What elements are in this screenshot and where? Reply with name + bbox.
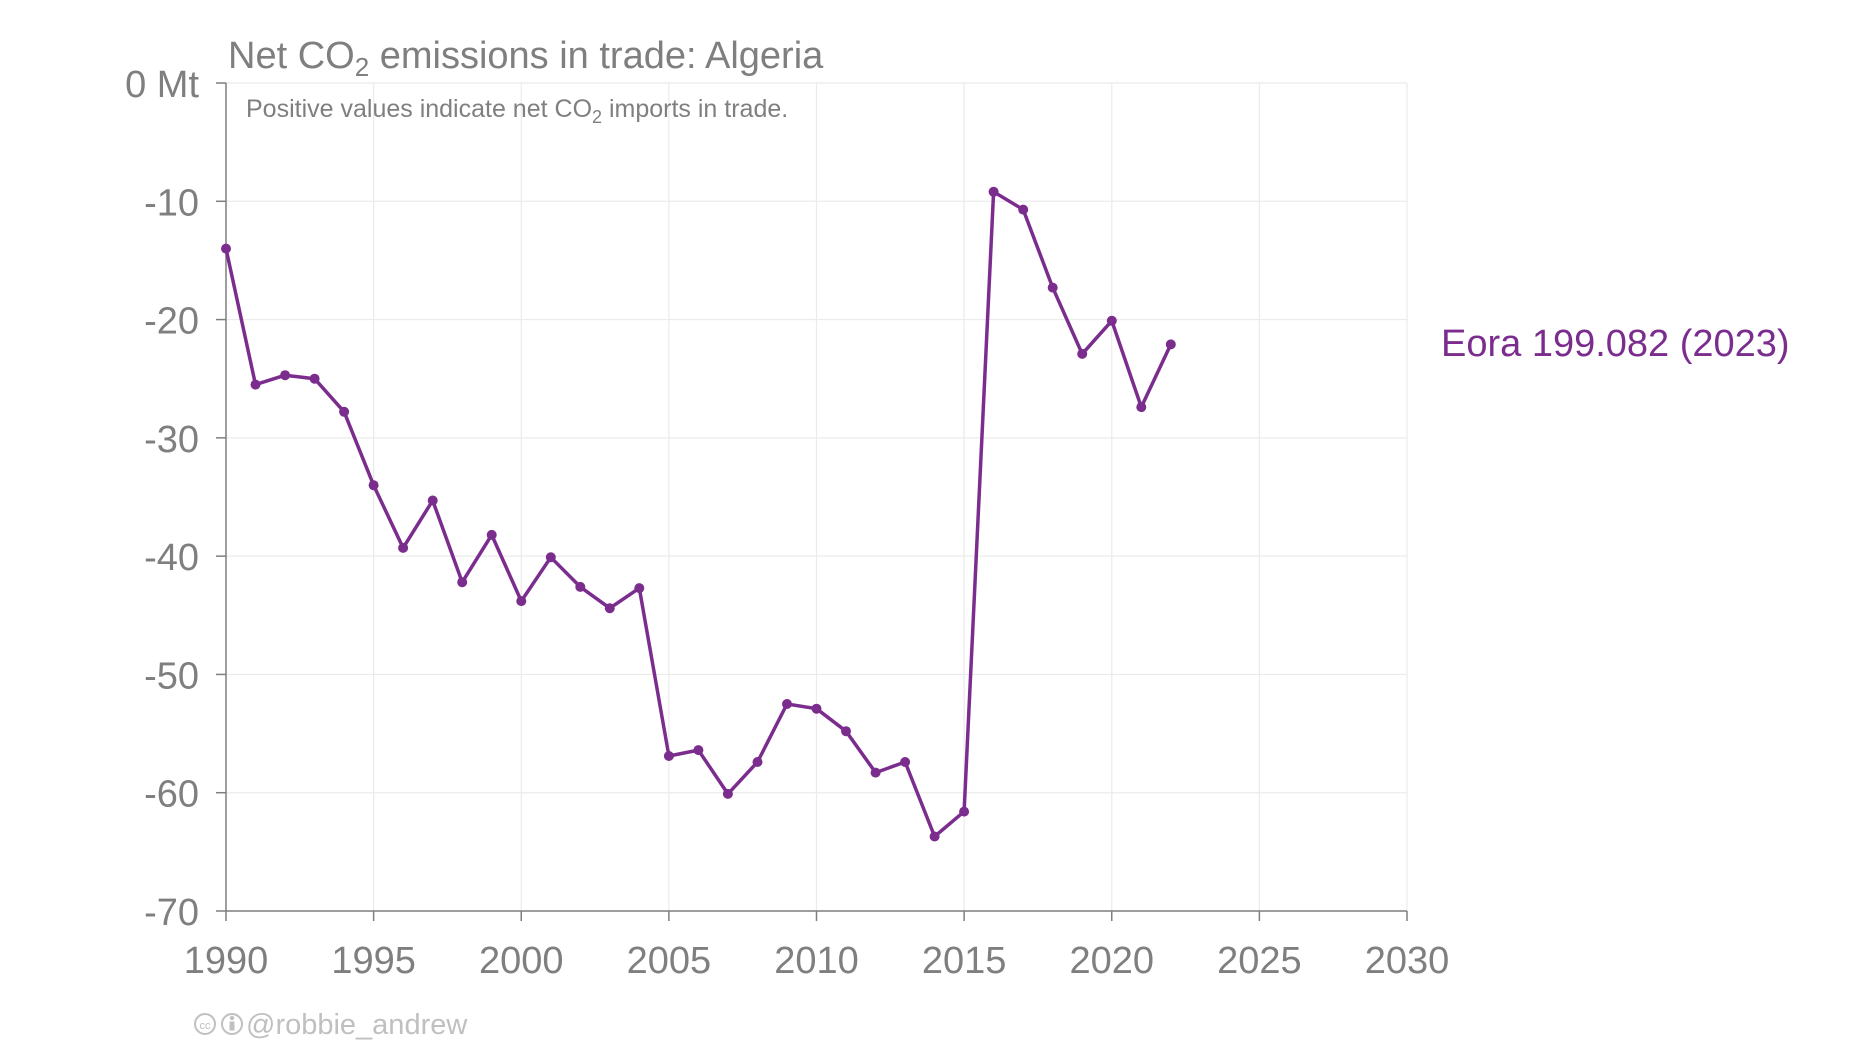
data-point [368, 480, 379, 491]
y-tick-label: 0 Mt [125, 64, 199, 106]
data-point [959, 806, 970, 817]
data-point [1165, 339, 1176, 350]
data-point [722, 788, 733, 799]
data-point [1047, 282, 1058, 293]
grid [226, 82, 1408, 912]
data-point [486, 529, 497, 540]
y-tick-label: -70 [144, 892, 199, 934]
data-point [1077, 348, 1088, 359]
y-tick-label: -40 [144, 537, 199, 579]
x-tick-label: 1990 [184, 940, 269, 982]
y-tick-label: -60 [144, 774, 199, 816]
data-point [988, 186, 999, 197]
svg-text:cc: cc [200, 1020, 212, 1032]
y-tick-labels: 0 Mt -10 -20 -30 -40 -50 -60 -70 [125, 64, 199, 934]
x-tick-label: 2025 [1217, 940, 1302, 982]
series-line-eora [224, 190, 1173, 839]
data-point [634, 583, 645, 594]
series-group [221, 186, 1176, 842]
credit-handle: @robbie_andrew [246, 1009, 468, 1041]
data-point [575, 581, 586, 592]
data-point [545, 552, 556, 563]
x-tick-label: 1995 [331, 940, 416, 982]
chart-subtitle: Positive values indicate net CO2 imports… [246, 95, 788, 127]
y-tick-label: -30 [144, 419, 199, 461]
data-point [398, 542, 409, 553]
data-point [427, 495, 438, 506]
data-point [604, 603, 615, 614]
data-point [339, 406, 350, 417]
data-point [457, 577, 468, 588]
data-point [693, 745, 704, 756]
x-tick-label: 2010 [774, 940, 859, 982]
x-tick-label: 2030 [1365, 940, 1450, 982]
data-point [221, 243, 231, 254]
cc-icon: cc [194, 1013, 216, 1035]
y-tick-label: -20 [144, 301, 199, 343]
y-tick-label: -50 [144, 655, 199, 697]
data-point [782, 699, 792, 709]
x-tick-labels: 1990 1995 2000 2005 2010 2015 2020 2025 2030 [184, 940, 1450, 982]
data-point [516, 596, 527, 607]
data-point [1018, 204, 1029, 215]
data-point [309, 373, 320, 384]
series-label-eora: Eora 199.082 (2023) [1441, 323, 1790, 365]
y-tick-label: -10 [144, 182, 199, 224]
x-tick-label: 2015 [922, 940, 1007, 982]
attribution-icon [221, 1013, 243, 1035]
x-tick-label: 2020 [1069, 940, 1154, 982]
data-point [663, 751, 674, 761]
data-point [870, 767, 881, 778]
x-tick-label: 2000 [479, 940, 564, 982]
data-point [1106, 315, 1117, 326]
data-point [250, 379, 261, 390]
data-point [900, 757, 911, 767]
data-point [929, 831, 940, 842]
data-point [1136, 402, 1147, 413]
chart-title: Net CO2 emissions in trade: Algeria [228, 35, 824, 82]
data-point [811, 703, 822, 714]
data-point [752, 757, 763, 767]
x-tick-label: 2005 [627, 940, 712, 982]
credit: cc @robbie_andrew [194, 1009, 468, 1041]
data-point [280, 370, 291, 381]
axes [216, 82, 1408, 921]
data-point [841, 726, 851, 737]
